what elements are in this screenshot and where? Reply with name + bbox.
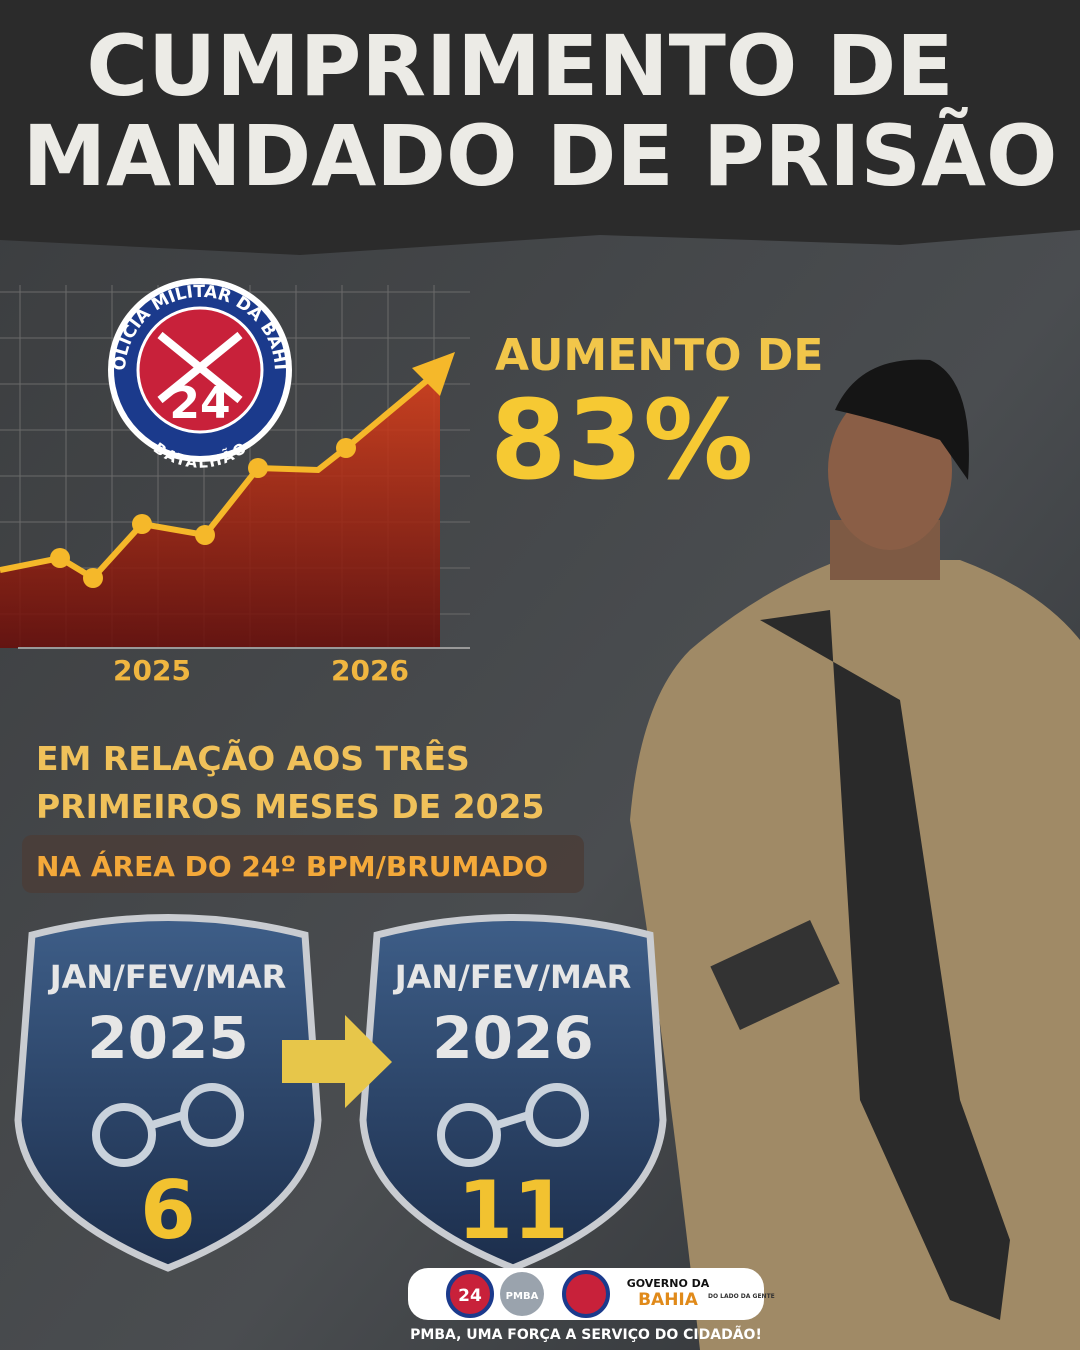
title-band (0, 0, 1080, 255)
comparison: JAN/FEV/MAR 2025 6 JAN/FEV/MAR 2026 11 (14, 914, 667, 1272)
area-text: NA ÁREA DO 24º BPM/BRUMADO (36, 849, 548, 883)
footer-logo-text: PMBA (506, 1291, 539, 1302)
shield-period: JAN/FEV/MAR (393, 958, 632, 996)
handcuffs (92, 1083, 245, 1167)
handcuffs (437, 1083, 590, 1167)
chart-point (132, 514, 152, 534)
x-label: 2025 (113, 654, 191, 687)
title: CUMPRIMENTO DE MANDADO DE PRISÃO (23, 17, 1058, 205)
title-line: MANDADO DE PRISÃO (23, 107, 1058, 205)
chart-point (50, 548, 70, 568)
rifle-mag (710, 920, 840, 1030)
chart-point (83, 568, 103, 588)
shield-count: 11 (457, 1164, 568, 1257)
chart-points (50, 438, 356, 588)
comparison-arrow (282, 1015, 392, 1108)
shield-year: 2026 (432, 1004, 593, 1072)
footer-logo (446, 1270, 494, 1318)
rifle (760, 610, 1010, 1320)
note-line: PRIMEIROS MESES DE 2025 (36, 787, 544, 826)
footer-logos: 24 PMBA GOVERNO DA BAHIA DO LADO DA GENT… (446, 1270, 775, 1318)
footer-logo-text: 24 (458, 1286, 482, 1306)
title-line: CUMPRIMENTO DE (86, 17, 953, 115)
chart-area (0, 372, 440, 648)
shield-shape (14, 914, 322, 1272)
headline-label: AUMENTO DE (495, 330, 823, 381)
footer-logo-text: GOVERNO DA (627, 1277, 710, 1290)
footer-logo-text: BAHIA (638, 1290, 699, 1310)
shield-year: 2025 (87, 1004, 248, 1072)
shield: JAN/FEV/MAR 2026 11 (359, 914, 667, 1272)
footer-logo (562, 1270, 610, 1318)
chart-arrow-head (412, 352, 455, 396)
headline-value: 83% (490, 376, 753, 504)
shield-period: JAN/FEV/MAR (48, 958, 287, 996)
shield: JAN/FEV/MAR 2025 6 (14, 914, 322, 1272)
emblem-number: 24 (169, 378, 230, 429)
chart-point (195, 525, 215, 545)
footer-tagline: PMBA, UMA FORÇA A SERVIÇO DO CIDADÃO! (410, 1326, 762, 1343)
note-line: EM RELAÇÃO AOS TRÊS (36, 738, 470, 778)
x-label: 2026 (331, 654, 409, 687)
footer-logo (500, 1272, 544, 1316)
shield-shape (359, 914, 667, 1272)
emblem-pistols (157, 331, 243, 404)
shield-count: 6 (140, 1164, 196, 1257)
chart-point (248, 458, 268, 478)
soldier (630, 359, 1080, 1350)
chart-point (336, 438, 356, 458)
footer-logo-text: DO LADO DA GENTE (708, 1293, 775, 1300)
area-box (22, 835, 584, 893)
soldier-beret (835, 359, 969, 480)
